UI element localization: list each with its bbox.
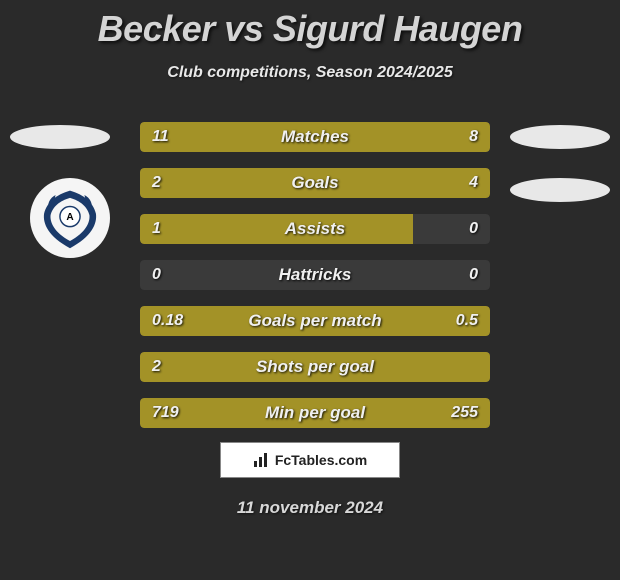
- stat-row: 0.180.5Goals per match: [140, 306, 490, 336]
- date-text: 11 november 2024: [0, 498, 620, 518]
- page-title: Becker vs Sigurd Haugen: [0, 0, 620, 50]
- stat-row: 24Goals: [140, 168, 490, 198]
- attribution-text: FcTables.com: [275, 452, 367, 468]
- club-right-placeholder: [510, 178, 610, 202]
- club-left-crest: A: [30, 178, 110, 258]
- stat-label: Hattricks: [140, 260, 490, 290]
- stat-label: Shots per goal: [140, 352, 490, 382]
- player-right-placeholder: [510, 125, 610, 149]
- chart-icon: [253, 452, 269, 468]
- stat-label: Goals: [140, 168, 490, 198]
- club-crest-icon: A: [34, 182, 106, 254]
- stat-label: Min per goal: [140, 398, 490, 428]
- player-left-placeholder: [10, 125, 110, 149]
- stat-label: Assists: [140, 214, 490, 244]
- stat-row: 2Shots per goal: [140, 352, 490, 382]
- stat-row: 118Matches: [140, 122, 490, 152]
- svg-text:A: A: [66, 212, 74, 223]
- stat-row: 719255Min per goal: [140, 398, 490, 428]
- subtitle: Club competitions, Season 2024/2025: [0, 64, 620, 82]
- comparison-chart: 118Matches 24Goals 10Assists 00Hattricks 0.1…: [140, 122, 490, 444]
- stat-label: Matches: [140, 122, 490, 152]
- stat-row: 00Hattricks: [140, 260, 490, 290]
- stat-row: 10Assists: [140, 214, 490, 244]
- attribution-badge: FcTables.com: [220, 442, 400, 478]
- stat-label: Goals per match: [140, 306, 490, 336]
